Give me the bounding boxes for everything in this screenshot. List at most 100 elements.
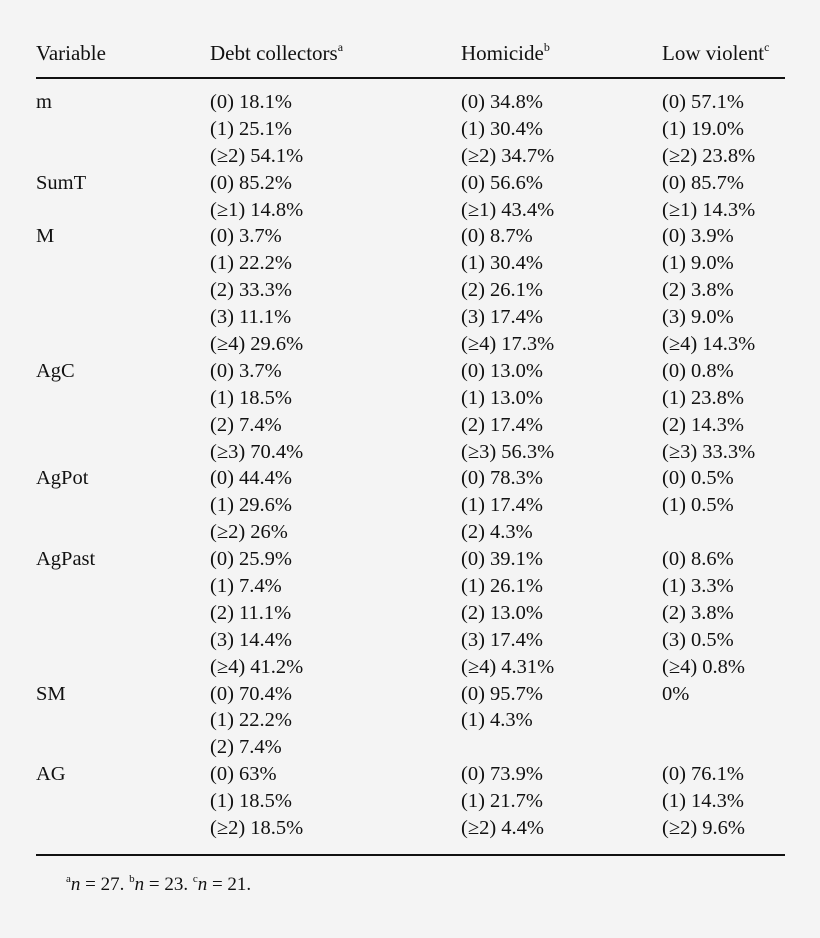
table-row: (≥2) 26% (2) 4.3% <box>36 519 785 546</box>
low-violent-cell: (0) 3.9% <box>662 225 734 248</box>
footnote-text: = 21. <box>207 873 252 895</box>
homicide-cell: (0) 13.0% <box>461 359 543 382</box>
debt-collectors-cell: (≥2) 26% <box>210 521 288 544</box>
low-violent-cell: 0% <box>662 682 690 705</box>
debt-collectors-cell: (0) 85.2% <box>210 171 292 194</box>
variable-group-sm: SM (0) 70.4% (0) 95.7% 0% (1) 22.2% (1) 4.3%(… <box>36 681 785 762</box>
footnote-marker: b <box>129 872 135 885</box>
debt-collectors-cell: (3) 14.4% <box>210 628 292 651</box>
table-row: (≥2) 18.5% (≥2) 4.4% (≥2) 9.6% <box>36 815 785 842</box>
homicide-cell: (0) 34.8% <box>461 91 543 113</box>
header-homicide: Homicideb <box>461 40 550 65</box>
homicide-cell: (1) 30.4% <box>461 117 543 140</box>
homicide-cell: (1) 26.1% <box>461 575 543 598</box>
homicide-cell: (1) 17.4% <box>461 494 543 517</box>
debt-collectors-cell: (2) 7.4% <box>210 413 282 436</box>
homicide-cell: (≥4) 17.3% <box>461 333 555 356</box>
debt-collectors-cell: (1) 22.2% <box>210 709 292 732</box>
footnote-marker: a <box>66 872 71 885</box>
debt-collectors-cell: (0) 63% <box>210 763 277 786</box>
variable-group-agpot: AgPot (0) 44.4% (0) 78.3% (0) 0.5% (1) 29.6%… <box>36 465 785 546</box>
homicide-cell: (1) 4.3% <box>461 709 533 732</box>
table-footnote: an = 27. bn = 23. cn = 21. <box>66 872 785 896</box>
low-violent-cell: (0) 85.7% <box>662 171 744 194</box>
low-violent-cell: (1) 3.3% <box>662 575 734 598</box>
table-bottom-rule <box>36 853 785 856</box>
low-violent-cell: (≥1) 14.3% <box>662 198 756 221</box>
debt-collectors-cell: (≥4) 41.2% <box>210 655 304 678</box>
table-header-row: Variable Debt collectorsa Homicideb Low … <box>36 34 785 77</box>
table-row: (2) 33.3% (2) 26.1% (2) 3.8% <box>36 277 785 304</box>
header-rule <box>36 77 785 79</box>
table-row: (1) 22.2% (1) 4.3% <box>36 707 785 734</box>
variable-group-agpast: AgPast (0) 25.9% (0) 39.1% (0) 8.6% (1) 7.4%… <box>36 546 785 680</box>
table-row: (≥2) 54.1% (≥2) 34.7% (≥2) 23.8% <box>36 143 785 170</box>
debt-collectors-cell: (≥1) 14.8% <box>210 198 304 221</box>
homicide-cell: (≥2) 4.4% <box>461 817 544 840</box>
homicide-cell: (≥1) 43.4% <box>461 198 555 221</box>
debt-collectors-cell: (0) 18.1% <box>210 91 292 113</box>
low-violent-cell: (1) 19.0% <box>662 117 744 140</box>
footnote-variable: n <box>70 873 81 895</box>
table-row: AgPot (0) 44.4% (0) 78.3% (0) 0.5% <box>36 465 785 492</box>
low-violent-cell: (≥2) 23.8% <box>662 144 756 167</box>
low-violent-cell: (2) 3.8% <box>662 279 734 302</box>
footnote-marker: c <box>192 872 198 885</box>
debt-collectors-cell: (1) 18.5% <box>210 790 292 813</box>
table-row: AgPast (0) 25.9% (0) 39.1% (0) 8.6% <box>36 546 785 573</box>
footnote-text: = 27. <box>80 873 130 895</box>
homicide-cell: (≥3) 56.3% <box>461 440 555 463</box>
low-violent-cell: (≥4) 14.3% <box>662 333 756 356</box>
homicide-cell: (2) 17.4% <box>461 413 543 436</box>
table-row: (2) 7.4% (2) 17.4% (2) 14.3% <box>36 412 785 439</box>
variable-group-m: m (0) 18.1% (0) 34.8% (0) 57.1% (1) 25.1% (1)… <box>36 89 785 170</box>
debt-collectors-cell: (2) 11.1% <box>210 601 292 624</box>
low-violent-cell: (0) 8.6% <box>662 548 734 571</box>
table-row: (1) 7.4% (1) 26.1% (1) 3.3% <box>36 573 785 600</box>
debt-collectors-cell: (0) 70.4% <box>210 682 292 705</box>
variable-group-agc: AgC (0) 3.7% (0) 13.0% (0) 0.8% (1) 18.5% (1)… <box>36 358 785 466</box>
debt-collectors-cell: (2) 33.3% <box>210 279 292 302</box>
table-row: (2) 11.1% (2) 13.0% (2) 3.8% <box>36 600 785 627</box>
homicide-cell: (0) 73.9% <box>461 763 543 786</box>
low-violent-cell: (1) 14.3% <box>662 790 744 813</box>
variable-label: m <box>36 91 52 113</box>
table-row: M (0) 3.7% (0) 8.7% (0) 3.9% <box>36 223 785 250</box>
low-violent-cell: (3) 0.5% <box>662 628 734 651</box>
debt-collectors-cell: (≥4) 29.6% <box>210 333 304 356</box>
variable-label: AgC <box>36 359 75 382</box>
table-row: AG (0) 63% (0) 73.9% (0) 76.1% <box>36 761 785 788</box>
variable-label: AG <box>36 763 66 786</box>
table-row: (1) 18.5% (1) 13.0% (1) 23.8% <box>36 385 785 412</box>
low-violent-cell: (0) 0.5% <box>662 467 734 490</box>
header-low-violent: Low violentc <box>662 40 770 65</box>
table-row: (≥4) 29.6% (≥4) 17.3% (≥4) 14.3% <box>36 331 785 358</box>
table-row: (1) 18.5% (1) 21.7% (1) 14.3% <box>36 788 785 815</box>
footnote-variable: n <box>134 873 145 895</box>
variable-label: SumT <box>36 171 87 194</box>
low-violent-cell: (1) 9.0% <box>662 252 734 275</box>
homicide-cell: (1) 13.0% <box>461 386 543 409</box>
debt-collectors-cell: (1) 18.5% <box>210 386 292 409</box>
debt-collectors-cell: (≥3) 70.4% <box>210 440 304 463</box>
low-violent-cell: (≥3) 33.3% <box>662 440 756 463</box>
debt-collectors-cell: (2) 7.4% <box>210 736 282 759</box>
variable-group-ag: AG (0) 63% (0) 73.9% (0) 76.1% (1) 18.5% (1) … <box>36 761 785 842</box>
statistics-table: Variable Debt collectorsa Homicideb Low … <box>36 34 785 896</box>
homicide-cell: (2) 4.3% <box>461 521 533 544</box>
variable-group-sumt: SumT (0) 85.2% (0) 56.6% (0) 85.7% (≥1) 14.8… <box>36 170 785 224</box>
low-violent-cell: (1) 0.5% <box>662 494 734 517</box>
debt-collectors-cell: (1) 22.2% <box>210 252 292 275</box>
homicide-cell: (3) 17.4% <box>461 628 543 651</box>
homicide-cell: (1) 21.7% <box>461 790 543 813</box>
low-violent-cell: (3) 9.0% <box>662 306 734 329</box>
debt-collectors-cell: (0) 3.7% <box>210 359 282 382</box>
header-variable: Variable <box>36 41 106 65</box>
homicide-cell: (0) 8.7% <box>461 225 533 248</box>
homicide-cell: (0) 78.3% <box>461 467 543 490</box>
debt-collectors-cell: (0) 44.4% <box>210 467 292 490</box>
homicide-cell: (2) 13.0% <box>461 601 543 624</box>
variable-group-m: M (0) 3.7% (0) 8.7% (0) 3.9% (1) 22.2% (1) 30… <box>36 223 785 357</box>
table-row: AgC (0) 3.7% (0) 13.0% (0) 0.8% <box>36 358 785 385</box>
homicide-cell: (0) 39.1% <box>461 548 543 571</box>
